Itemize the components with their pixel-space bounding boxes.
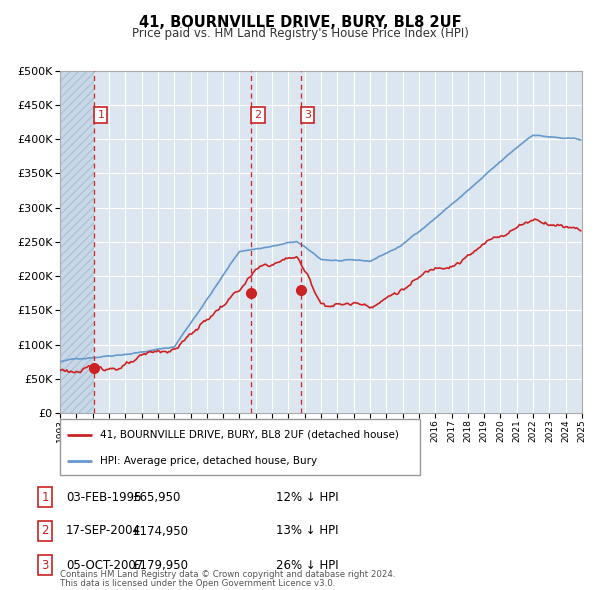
Text: £65,950: £65,950	[132, 491, 181, 504]
Text: £174,950: £174,950	[132, 525, 188, 537]
Text: 3: 3	[41, 559, 49, 572]
FancyBboxPatch shape	[60, 419, 420, 475]
Text: Contains HM Land Registry data © Crown copyright and database right 2024.: Contains HM Land Registry data © Crown c…	[60, 571, 395, 579]
Text: Price paid vs. HM Land Registry's House Price Index (HPI): Price paid vs. HM Land Registry's House …	[131, 27, 469, 40]
Text: 03-FEB-1995: 03-FEB-1995	[66, 491, 142, 504]
Text: This data is licensed under the Open Government Licence v3.0.: This data is licensed under the Open Gov…	[60, 579, 335, 588]
Text: 2: 2	[41, 525, 49, 537]
Text: 2: 2	[254, 110, 262, 120]
Text: 12% ↓ HPI: 12% ↓ HPI	[276, 491, 338, 504]
Text: 41, BOURNVILLE DRIVE, BURY, BL8 2UF (detached house): 41, BOURNVILLE DRIVE, BURY, BL8 2UF (det…	[100, 430, 398, 440]
Text: 1: 1	[41, 491, 49, 504]
Text: 13% ↓ HPI: 13% ↓ HPI	[276, 525, 338, 537]
Text: HPI: Average price, detached house, Bury: HPI: Average price, detached house, Bury	[100, 456, 317, 466]
Text: 3: 3	[304, 110, 311, 120]
Text: 26% ↓ HPI: 26% ↓ HPI	[276, 559, 338, 572]
Text: 17-SEP-2004: 17-SEP-2004	[66, 525, 141, 537]
Text: 41, BOURNVILLE DRIVE, BURY, BL8 2UF: 41, BOURNVILLE DRIVE, BURY, BL8 2UF	[139, 15, 461, 30]
Text: 1: 1	[97, 110, 104, 120]
Text: £179,950: £179,950	[132, 559, 188, 572]
Text: 05-OCT-2007: 05-OCT-2007	[66, 559, 143, 572]
